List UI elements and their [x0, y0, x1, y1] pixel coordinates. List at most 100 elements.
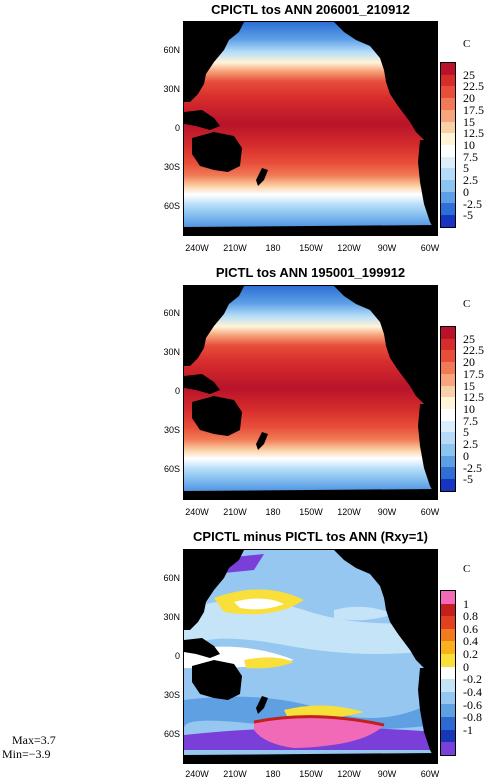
- panel-title: CPICTL tos ANN 206001_210912: [211, 2, 410, 17]
- colorbar-tick-label: -0.6: [463, 697, 482, 712]
- colorbar-swatch: [441, 385, 455, 398]
- lon-tick-label: 180: [265, 507, 281, 517]
- lon-tick-label: 210W: [223, 243, 247, 253]
- lat-tick-label: 30N: [163, 84, 180, 94]
- sst-map: [183, 21, 438, 236]
- lon-tick-label: 90W: [377, 507, 397, 517]
- colorbar-swatch: [441, 408, 455, 421]
- map-canvas: [184, 550, 437, 763]
- colorbar-swatch: [441, 432, 455, 445]
- colorbar-tick-label: 0.2: [463, 647, 478, 662]
- colorbar-swatch: [441, 444, 455, 456]
- colorbar-swatch: [441, 63, 455, 75]
- colorbar-swatch: [441, 362, 455, 374]
- australia-landmass: [192, 660, 242, 700]
- australia-landmass: [192, 132, 242, 172]
- colorbar-tick-label: 25: [463, 331, 475, 346]
- colorbar-tick-label: -1: [463, 722, 473, 737]
- colorbar-tick-label: 12.5: [463, 390, 484, 405]
- colorbar-swatch: [441, 641, 455, 655]
- colorbar-unit: C: [463, 38, 471, 50]
- colorbar-swatch: [441, 479, 455, 491]
- colorbar-tick-label: -5: [463, 472, 473, 487]
- lon-tick-label: 60W: [420, 507, 440, 517]
- colorbar-swatch: [441, 691, 455, 705]
- lon-tick-label: 60W: [420, 243, 440, 253]
- north-america-landmass: [334, 22, 437, 142]
- lon-tick-label: 240W: [185, 769, 209, 779]
- lat-tick-label: 60S: [163, 729, 180, 739]
- colorbar-tick-label: 0: [463, 448, 469, 463]
- lon-tick-label: 60W: [420, 769, 440, 779]
- lon-tick-label: 180: [265, 769, 281, 779]
- colorbar-tick-label: 2.5: [463, 173, 478, 188]
- colorbar-swatch: [441, 156, 455, 169]
- colorbar-tick-label: 15: [463, 114, 475, 129]
- maritime-landmass: [184, 110, 220, 130]
- asia-landmass: [184, 550, 244, 630]
- colorbar-tick-label: 0: [463, 659, 469, 674]
- colorbar-unit: C: [463, 563, 471, 575]
- colorbar-tick-label: 10: [463, 402, 475, 416]
- lat-tick-label: 30S: [163, 690, 180, 700]
- colorbar-tick-label: 20: [463, 355, 475, 370]
- lon-tick-label: 120W: [337, 769, 361, 779]
- lat-tick-label: 60N: [163, 573, 180, 583]
- colorbar-tick-label: 10: [463, 138, 475, 152]
- colorbar-swatch: [441, 420, 455, 433]
- colorbar-swatch: [441, 717, 455, 730]
- new-zealand-landmass: [256, 168, 268, 186]
- colorbar-swatch: [441, 616, 455, 629]
- colorbar-tick-label: 15: [463, 378, 475, 393]
- lat-tick-label: 30N: [163, 612, 180, 622]
- colorbar-swatch: [441, 86, 455, 99]
- colorbar-swatch: [441, 704, 455, 718]
- map-canvas: [184, 286, 437, 499]
- asia-landmass: [184, 286, 244, 366]
- colorbar-tick-label: 7.5: [463, 149, 478, 164]
- new-zealand-landmass: [256, 432, 268, 450]
- maritime-landmass: [184, 638, 220, 658]
- lon-tick-label: 120W: [337, 243, 361, 253]
- colorbar-swatch: [441, 144, 455, 157]
- colorbar-swatch: [441, 203, 455, 216]
- lat-tick-label: 0: [174, 123, 180, 133]
- colorbar-swatch: [441, 628, 455, 642]
- lon-tick-label: 90W: [377, 769, 397, 779]
- lon-tick-label: 150W: [299, 507, 323, 517]
- colorbar-swatch: [441, 397, 455, 409]
- colorbar-tick-label: 0: [463, 184, 469, 199]
- colorbar-swatch: [441, 467, 455, 480]
- lon-tick-label: 210W: [223, 507, 247, 517]
- colorbar-tick-label: 5: [463, 425, 469, 440]
- colorbar-swatch: [441, 742, 455, 755]
- lon-tick-label: 210W: [223, 769, 247, 779]
- colorbar-swatch: [441, 373, 455, 386]
- north-america-landmass: [334, 286, 437, 406]
- colorbar-unit: C: [463, 298, 471, 310]
- colorbar-tick-label: 22.5: [463, 79, 484, 94]
- colorbar-swatch: [441, 654, 455, 667]
- colorbar-swatch: [441, 74, 455, 87]
- lon-tick-label: 240W: [185, 243, 209, 253]
- colorbar-tick-label: -0.4: [463, 684, 482, 699]
- colorbar-tick-label: -2.5: [463, 460, 482, 475]
- colorbar-tick-label: 17.5: [463, 366, 484, 381]
- lat-tick-label: 60S: [163, 464, 180, 474]
- max-stat: Max=3.7: [12, 733, 56, 747]
- lon-tick-label: 120W: [337, 507, 361, 517]
- sst-difference-map: [183, 549, 438, 764]
- lat-tick-label: 30S: [163, 425, 180, 435]
- colorbar-swatch: [441, 338, 455, 351]
- lat-tick-label: 60N: [163, 308, 180, 318]
- colorbar-swatch: [441, 109, 455, 122]
- asia-landmass: [184, 22, 244, 102]
- colorbar-tick-label: 0.6: [463, 621, 478, 636]
- lon-tick-label: 240W: [185, 507, 209, 517]
- lat-tick-label: 0: [174, 386, 180, 396]
- colorbar-swatch: [441, 591, 455, 604]
- colorbar-tick-label: 25: [463, 67, 475, 82]
- min-stat: Min=−3.9: [2, 747, 51, 761]
- lat-tick-label: 30S: [163, 162, 180, 172]
- colorbar-tick-label: -5: [463, 208, 473, 223]
